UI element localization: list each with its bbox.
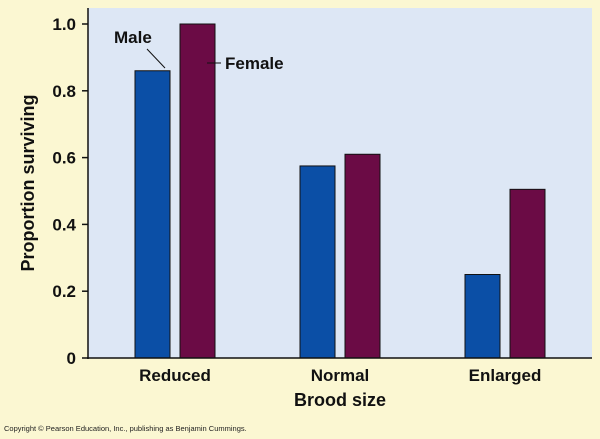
legend-female-label: Female (225, 54, 284, 73)
legend: Male Female (114, 28, 284, 73)
bar-male-enlarged (464, 274, 501, 359)
bars-group (134, 23, 546, 359)
y-tick-label: 0.6 (52, 149, 76, 168)
x-tick-label-enlarged: Enlarged (469, 366, 542, 385)
y-tick-label: 0.2 (52, 282, 76, 301)
y-tick-label: 0.4 (52, 215, 76, 234)
x-tick-label-normal: Normal (311, 366, 370, 385)
x-tick-label-reduced: Reduced (139, 366, 211, 385)
y-axis-title: Proportion surviving (18, 94, 38, 271)
legend-male-label: Male (114, 28, 152, 47)
y-tick-label: 0 (67, 349, 76, 368)
bar-male-reduced (134, 70, 171, 359)
plot-area (88, 8, 592, 358)
y-axis: 0 0.2 0.4 0.6 0.8 1.0 (52, 8, 89, 368)
x-axis-tick-labels: Reduced Normal Enlarged (139, 366, 541, 385)
bar-male-normal (299, 165, 336, 359)
legend-male-leader (146, 48, 166, 69)
bar-female-reduced (179, 23, 216, 359)
y-tick-label: 1.0 (52, 15, 76, 34)
y-tick-label: 0.8 (52, 82, 76, 101)
bar-female-normal (344, 153, 381, 359)
bar-female-enlarged (509, 188, 546, 359)
x-axis-title: Brood size (294, 390, 386, 410)
copyright-notice: Copyright © Pearson Education, Inc., pub… (4, 424, 247, 433)
